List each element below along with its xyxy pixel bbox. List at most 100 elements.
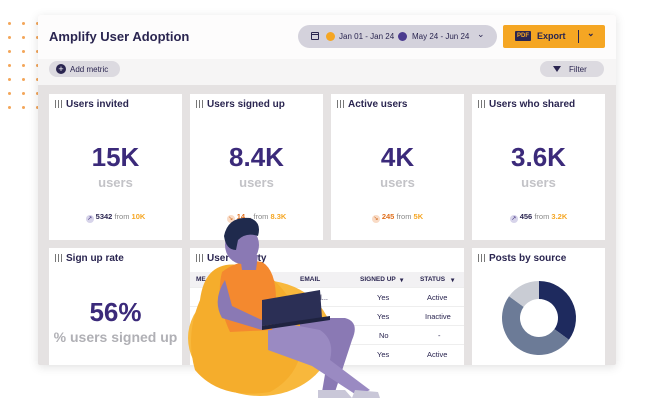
decorative-dot: [8, 92, 11, 95]
cell-signed-up: Yes: [377, 293, 390, 302]
decorative-dot: [36, 36, 39, 39]
metric-value: 3.6K: [511, 142, 566, 172]
decorative-dot: [36, 50, 39, 53]
decorative-dot: [8, 36, 11, 39]
column-header-email[interactable]: EMAIL: [300, 276, 321, 283]
card-title: Posts by source: [478, 253, 566, 264]
donut-slice[interactable]: [539, 281, 576, 340]
chevron-down-icon: ⌄: [477, 29, 485, 39]
decorative-dot: [8, 50, 11, 53]
table-row[interactable]: Yes Inactive: [190, 306, 464, 326]
decorative-dot: [22, 36, 25, 39]
card-title: Users signed up: [196, 99, 285, 110]
cell-signed-up: Yes: [377, 350, 390, 359]
metric-card-active-users[interactable]: Active users 4K users ↘ 245 from 5K: [331, 94, 464, 240]
cell-status: -: [438, 331, 441, 340]
metric-unit: users: [380, 175, 415, 190]
decorative-dot: [8, 106, 11, 109]
add-metric-label: Add metric: [70, 65, 109, 74]
table-row[interactable]: ...ail... Yes Active: [190, 287, 464, 307]
sort-down-icon[interactable]: ▾: [451, 277, 455, 284]
chevron-down-icon[interactable]: ⌄: [587, 28, 595, 38]
cell-status: Active: [427, 293, 448, 302]
table-row[interactable]: Yes Active: [190, 344, 464, 364]
column-header-name[interactable]: ME...: [196, 276, 212, 283]
card-title: Users who shared: [478, 99, 575, 110]
page-title: Amplify User Adoption: [49, 29, 190, 44]
metric-value: 56%: [89, 297, 142, 327]
date-range-selector[interactable]: Jan 01 - Jan 24 May 24 - Jun 24 ⌄: [298, 25, 497, 48]
metric-delta: ↗ 5342 from 10K: [85, 212, 146, 223]
metric-delta: ↘ 14... from 8.3K: [226, 212, 287, 223]
card-title: Sign up rate: [55, 253, 124, 264]
bar-chart-icon: [55, 100, 63, 108]
metric-value: 15K: [91, 142, 140, 172]
cell-email: ...ail...: [308, 293, 329, 302]
decorative-dot: [22, 22, 25, 25]
metric-card-users-invited[interactable]: Users invited 15K users ↗ 5342 from 10K: [49, 94, 182, 240]
card-title: Active users: [337, 99, 407, 110]
toolbar: + Add metric Filter: [38, 59, 616, 85]
decorative-dot: [22, 78, 25, 81]
metric-value: 8.4K: [229, 142, 284, 172]
metric-unit: users: [521, 175, 556, 190]
filter-icon: [553, 66, 561, 72]
column-header-signed-up[interactable]: SIGNED UP: [360, 276, 396, 283]
date-range-2-color-dot: [398, 32, 407, 41]
date-range-1-color-dot: [326, 32, 335, 41]
metric-unit: users: [98, 175, 133, 190]
bar-chart-icon: [478, 100, 486, 108]
bar-chart-icon: [337, 100, 345, 108]
bar-chart-icon: [196, 254, 204, 262]
donut-slice[interactable]: [502, 296, 569, 355]
cell-status: Inactive: [425, 312, 451, 321]
arrow-up-icon: ↗: [509, 215, 518, 223]
table-header: ME... EMAIL SIGNED UP ▾ STATUS ▾: [190, 272, 464, 287]
dashboard-panel: Amplify User Adoption Jan 01 - Jan 24 Ma…: [38, 15, 616, 365]
metric-card-users-signed-up[interactable]: Users signed up 8.4K users ↘ 14... from 8…: [190, 94, 323, 240]
export-button[interactable]: PDF Export ⌄: [503, 25, 605, 48]
user-activity-card: User activity ME... EMAIL SIGNED UP ▾ STA…: [190, 248, 464, 365]
sort-down-icon[interactable]: ▾: [400, 277, 404, 284]
metric-value: 4K: [380, 142, 415, 172]
decorative-dot: [8, 22, 11, 25]
decorative-dot: [36, 22, 39, 25]
decorative-dot: [8, 64, 11, 67]
arrow-down-icon: ↘: [226, 215, 235, 223]
date-range-2-label: May 24 - Jun 24: [412, 32, 470, 41]
metric-unit: % users signed up: [53, 329, 178, 345]
decorative-dot: [36, 106, 39, 109]
card-title: Users invited: [55, 99, 129, 110]
export-label: Export: [537, 31, 566, 41]
metric-card-users-who-shared[interactable]: Users who shared 3.6K users ↗ 456 from 3.…: [472, 94, 605, 240]
export-divider: [578, 30, 579, 43]
posts-by-source-donut-chart: [502, 281, 576, 355]
donut-slice[interactable]: [509, 281, 539, 307]
column-header-status[interactable]: STATUS: [420, 276, 446, 283]
arrow-down-icon: ↘: [371, 215, 380, 223]
posts-by-source-card: Posts by source: [472, 248, 605, 365]
plus-icon: +: [56, 64, 66, 74]
bar-chart-icon: [196, 100, 204, 108]
decorative-dot: [36, 64, 39, 67]
metric-card-sign-up-rate[interactable]: Sign up rate 56% % users signed up: [49, 248, 182, 365]
metric-delta: ↘ 245 from 5K: [371, 212, 424, 223]
table-row[interactable]: No -: [190, 325, 464, 345]
filter-label: Filter: [569, 65, 587, 74]
metric-delta: ↗ 456 from 3.2K: [509, 212, 568, 223]
calendar-icon: [311, 32, 319, 40]
dashboard-header: Amplify User Adoption Jan 01 - Jan 24 Ma…: [38, 15, 616, 59]
decorative-dot-grid: [0, 0, 60, 140]
decorative-dot: [36, 92, 39, 95]
arrow-up-icon: ↗: [85, 215, 94, 223]
pdf-icon: PDF: [515, 31, 531, 41]
add-metric-button[interactable]: + Add metric: [49, 61, 120, 77]
cell-signed-up: No: [379, 331, 389, 340]
decorative-dot: [22, 92, 25, 95]
filter-button[interactable]: Filter: [540, 61, 604, 77]
decorative-dot: [22, 50, 25, 53]
card-title: User activity: [196, 253, 266, 264]
bar-chart-icon: [478, 254, 486, 262]
decorative-dot: [22, 106, 25, 109]
metric-unit: users: [239, 175, 274, 190]
